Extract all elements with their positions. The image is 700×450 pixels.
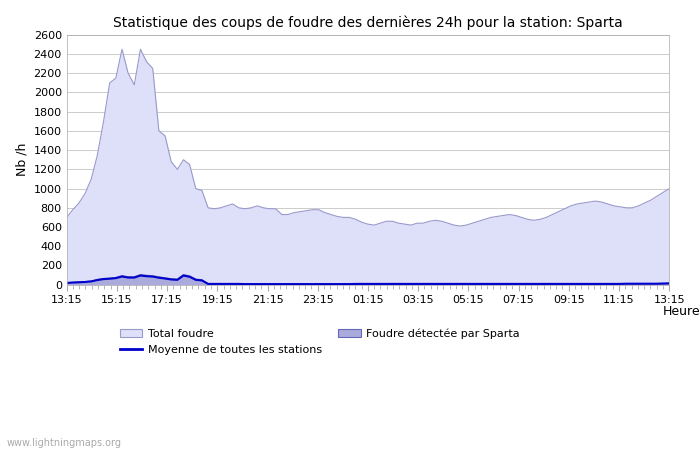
Text: www.lightningmaps.org: www.lightningmaps.org (7, 438, 122, 448)
Y-axis label: Nb /h: Nb /h (15, 143, 28, 176)
X-axis label: Heure: Heure (662, 305, 700, 318)
Legend: Total foudre, Moyenne de toutes les stations, Foudre détectée par Sparta: Total foudre, Moyenne de toutes les stat… (116, 324, 524, 359)
Title: Statistique des coups de foudre des dernières 24h pour la station: Sparta: Statistique des coups de foudre des dern… (113, 15, 623, 30)
